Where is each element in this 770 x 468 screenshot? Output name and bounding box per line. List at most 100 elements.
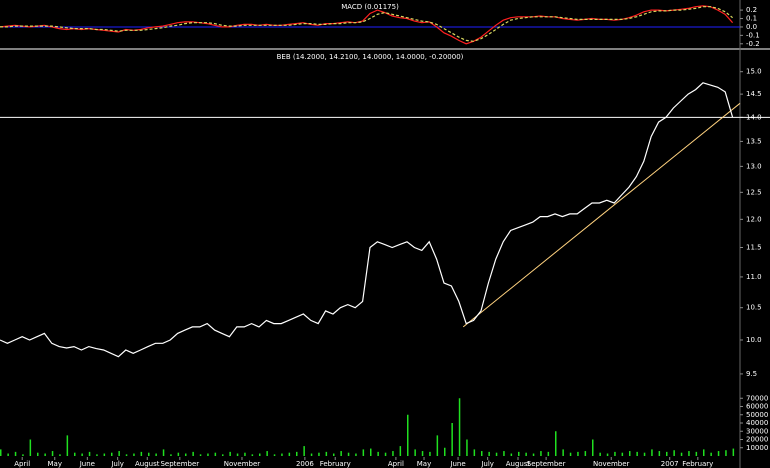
volume-bar	[229, 451, 231, 456]
volume-bar	[495, 452, 498, 456]
volume-bar	[695, 451, 698, 456]
volume-bar	[244, 452, 246, 456]
volume-bar	[725, 450, 727, 456]
x-tick-label: 2006	[296, 460, 314, 468]
volume-bar	[59, 454, 61, 456]
y-tick-label: 70000	[746, 394, 768, 402]
volume-bar	[503, 451, 505, 456]
volume-bar	[7, 453, 9, 456]
x-tick-label: April	[388, 460, 404, 468]
volume-bar	[259, 453, 261, 456]
panel-title: MACD (0.01175)	[341, 3, 399, 11]
volume-bar	[214, 452, 217, 456]
panel-title: BEB (14.2000, 14.2100, 14.0000, 14.0000,…	[277, 53, 464, 61]
y-tick-label: 12.5	[746, 188, 762, 196]
y-tick-label: 30000	[746, 427, 768, 435]
volume-bar	[407, 414, 409, 456]
volume-bar	[140, 451, 143, 456]
x-tick-label: February	[682, 460, 713, 468]
x-tick-label: August	[135, 460, 160, 468]
volume-bar	[66, 435, 69, 456]
x-tick-label: June	[79, 460, 95, 468]
y-tick-label: 13.0	[746, 162, 762, 170]
volume-bar	[592, 439, 594, 456]
x-tick-label: April	[14, 460, 30, 468]
volume-bar	[0, 449, 2, 456]
volume-bar	[555, 431, 557, 456]
volume-bar	[133, 453, 135, 456]
volume-bar	[680, 452, 683, 456]
volume-bar	[318, 452, 320, 456]
volume-bar	[125, 454, 128, 456]
y-tick-label: 14.5	[746, 90, 762, 98]
volume-bar	[599, 452, 601, 456]
volume-bar	[577, 451, 579, 456]
y-tick-label: 12.0	[746, 215, 762, 223]
volume-bar	[296, 451, 298, 456]
volume-bar	[525, 452, 527, 456]
volume-bar	[688, 451, 690, 456]
volume-bar	[717, 451, 720, 456]
y-tick-label: 10000	[746, 444, 768, 452]
y-tick-label: 50000	[746, 411, 768, 419]
x-tick-label: February	[320, 460, 351, 468]
volume-bar	[540, 451, 542, 456]
volume-bar	[340, 451, 342, 456]
volume-bar	[629, 451, 631, 456]
y-tick-label: 10.5	[746, 304, 762, 312]
volume-bar	[103, 453, 106, 456]
y-tick-label: 0.0	[746, 23, 757, 31]
volume-bar	[370, 448, 372, 456]
x-tick-label: May	[48, 460, 62, 468]
volume-bar	[148, 452, 150, 456]
y-tick-label: -0.2	[746, 40, 760, 48]
y-tick-label: 0.1	[746, 15, 757, 23]
volume-bar	[658, 451, 661, 456]
y-tick-label: 11.0	[746, 273, 762, 281]
volume-bar	[392, 451, 394, 456]
volume-bar	[606, 453, 609, 456]
volume-bar	[273, 454, 276, 456]
y-tick-label: 9.5	[746, 370, 757, 378]
x-tick-label: June	[449, 460, 465, 468]
volume-bar	[481, 451, 483, 456]
volume-bar	[421, 451, 424, 456]
volume-bar	[162, 449, 165, 456]
volume-bar	[673, 450, 675, 456]
volume-bar	[436, 435, 439, 456]
series-line	[0, 5, 734, 45]
volume-bar	[251, 454, 254, 456]
volume-bar	[96, 454, 98, 456]
trendline	[462, 102, 741, 328]
volume-bar	[451, 423, 453, 456]
volume-bar	[207, 453, 209, 456]
volume-bar	[732, 448, 735, 456]
series-line	[0, 6, 733, 42]
volume-bar	[466, 439, 468, 456]
volume-bar	[185, 453, 187, 456]
volume-bar	[14, 451, 17, 456]
volume-bar	[444, 447, 446, 456]
volume-bar	[666, 451, 668, 456]
y-tick-label: 11.5	[746, 244, 762, 252]
volume-bar	[621, 452, 624, 456]
x-tick-label: August	[506, 460, 531, 468]
volume-bar	[399, 446, 402, 456]
volume-bar	[458, 398, 461, 456]
volume-bar	[569, 452, 572, 456]
volume-bar	[118, 451, 120, 456]
volume-bar	[643, 452, 646, 456]
volume-bar	[37, 452, 39, 456]
volume-bar	[384, 452, 387, 456]
volume-bar	[22, 454, 24, 456]
volume-bar	[310, 453, 313, 456]
volume-bar	[473, 449, 476, 456]
volume-bar	[88, 451, 91, 456]
volume-bar	[303, 446, 305, 456]
volume-bar	[651, 449, 653, 456]
x-tick-label: November	[224, 460, 261, 468]
volume-bar	[562, 449, 564, 456]
volume-bar	[192, 451, 194, 456]
